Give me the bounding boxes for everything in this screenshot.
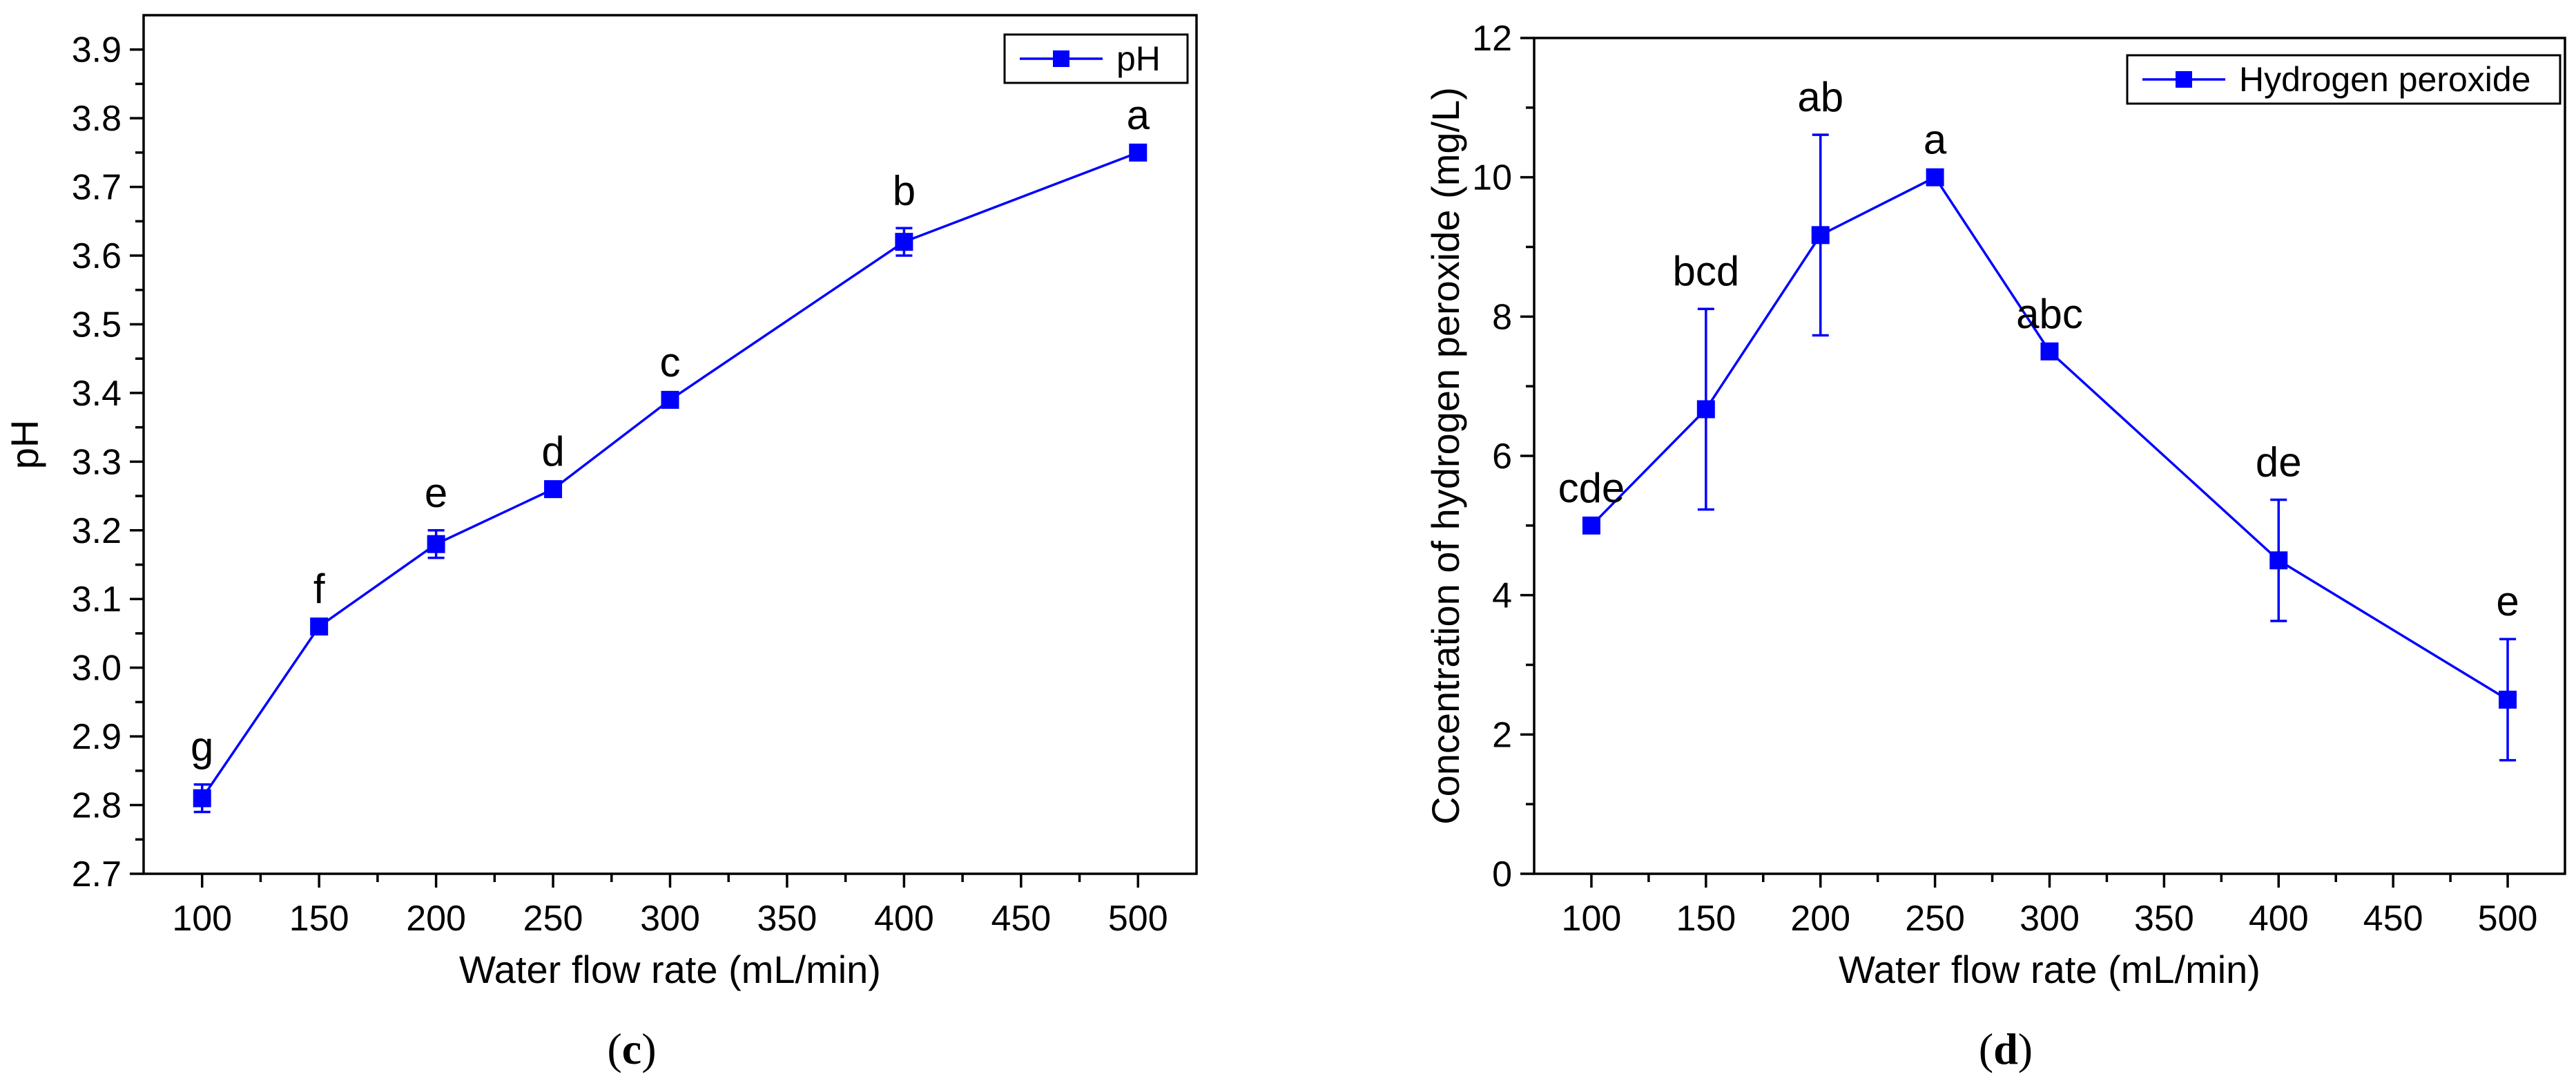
significance-letter: bcd [1672, 248, 1739, 294]
x-axis-label: Water flow rate (mL/min) [1839, 948, 2260, 991]
y-tick-label: 3.8 [72, 99, 122, 139]
data-point-marker [544, 480, 563, 499]
data-point-marker [310, 618, 329, 636]
significance-letter: abc [2016, 291, 2083, 337]
significance-letter: e [2496, 578, 2519, 624]
y-tick-label: 3.0 [72, 649, 122, 689]
x-tick-label: 300 [640, 899, 700, 939]
x-tick-label: 350 [2134, 899, 2194, 939]
legend-label: Hydrogen peroxide [2239, 60, 2531, 99]
data-point-marker [193, 789, 211, 807]
data-point-marker [1811, 226, 1830, 245]
x-tick-label: 400 [874, 899, 934, 939]
significance-letter: e [425, 470, 447, 516]
y-tick-label: 3.6 [72, 236, 122, 276]
significance-letter: d [541, 428, 564, 475]
panel-caption: (c) [607, 1024, 656, 1073]
x-tick-label: 150 [1676, 899, 1736, 939]
y-tick-label: 2.9 [72, 717, 122, 757]
x-tick-label: 200 [406, 899, 466, 939]
series-line [201, 151, 1139, 799]
chart-panel-c: 100 150 200 250 300 350 400 450 500 2.7 2.8 2.9 3.0 3… [3, 14, 1198, 1073]
significance-letter: c [660, 339, 681, 385]
x-axis-label: Water flow rate (mL/min) [459, 948, 881, 991]
data-point-marker [1129, 143, 1147, 162]
x-tick-label: 250 [523, 899, 583, 939]
y-tick-label: 2 [1492, 715, 1512, 755]
legend-label: pH [1116, 39, 1161, 78]
data-point-marker [661, 390, 679, 409]
x-tick-label: 100 [1562, 899, 1622, 939]
y-tick-label: 2.8 [72, 786, 122, 826]
y-tick-label: 3.9 [72, 30, 122, 70]
y-tick-label: 10 [1472, 158, 1512, 198]
significance-letter: ab [1797, 74, 1843, 120]
x-tick-label: 450 [991, 899, 1051, 939]
y-tick-label: 3.1 [72, 580, 122, 620]
data-point-marker [1582, 516, 1600, 535]
data-point-marker [427, 535, 445, 553]
x-tick-label: 200 [1790, 899, 1850, 939]
y-axis-label: pH [3, 420, 46, 470]
y-tick-label: 12 [1472, 19, 1512, 59]
x-tick-label: 100 [172, 899, 232, 939]
x-tick-label: 400 [2249, 899, 2309, 939]
data-point-marker [1696, 400, 1715, 419]
x-tick-label: 350 [757, 899, 817, 939]
significance-letter: b [893, 167, 916, 213]
data-point-marker [2040, 342, 2059, 361]
y-tick-label: 4 [1492, 576, 1512, 616]
x-tick-label: 500 [1108, 899, 1168, 939]
panel-caption: (d) [1979, 1024, 2033, 1073]
y-tick-label: 3.4 [72, 374, 122, 414]
y-tick-label: 6 [1492, 437, 1512, 477]
significance-letter: de [2256, 439, 2302, 486]
y-axis-label: Concentration of hydrogen peroxide (mg/L… [1424, 87, 1467, 825]
x-tick-label: 500 [2478, 899, 2538, 939]
y-tick-label: 3.5 [72, 305, 122, 345]
plot-frame [142, 14, 1198, 875]
y-tick-label: 2.7 [72, 854, 122, 895]
data-point-marker [895, 233, 913, 251]
y-tick-label: 3.2 [72, 511, 122, 551]
significance-letter: a [1127, 92, 1150, 138]
x-tick-label: 250 [1905, 899, 1965, 939]
data-point-marker [2269, 551, 2288, 570]
y-tick-label: 0 [1492, 854, 1512, 895]
data-point-marker [1926, 168, 1944, 186]
significance-letter: a [1924, 117, 1947, 163]
x-tick-label: 450 [2363, 899, 2423, 939]
x-tick-label: 150 [289, 899, 349, 939]
significance-letter: cde [1558, 465, 1625, 511]
legend-box [2126, 54, 2562, 105]
y-tick-label: 3.3 [72, 442, 122, 482]
y-tick-label: 8 [1492, 297, 1512, 337]
x-tick-label: 300 [2020, 899, 2080, 939]
significance-letter: g [191, 724, 213, 770]
y-tick-label: 3.7 [72, 168, 122, 208]
significance-letter: f [313, 566, 325, 612]
plot-frame [1533, 37, 2566, 875]
data-point-marker [2499, 690, 2517, 709]
legend-marker [2176, 71, 2192, 88]
chart-panel-d: 100 150 200 250 300 350 400 450 500 0 2 4 6 8 10 12 Wate… [1424, 19, 2566, 1073]
legend-marker [1053, 50, 1069, 67]
